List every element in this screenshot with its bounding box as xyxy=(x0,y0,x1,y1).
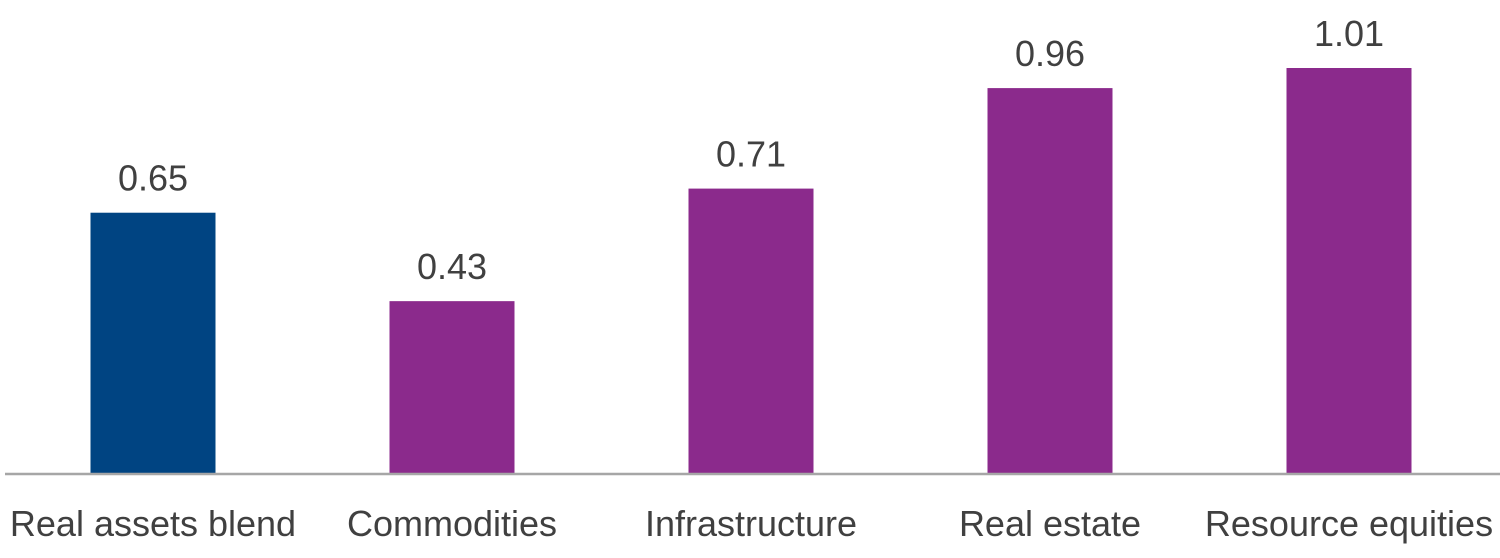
bar-value-label: 0.71 xyxy=(716,134,786,175)
bar xyxy=(1286,68,1412,474)
category-label: Real assets blend xyxy=(10,503,296,544)
category-label: Resource equities xyxy=(1205,503,1493,544)
bar xyxy=(389,301,515,474)
bar-value-label: 0.65 xyxy=(118,158,188,199)
category-label: Real estate xyxy=(959,503,1141,544)
category-labels-group: Real assets blend Commodities Infrastructu… xyxy=(10,503,1493,544)
bar-value-label: 0.96 xyxy=(1015,33,1085,74)
bar-value-label: 0.43 xyxy=(417,246,487,287)
bar xyxy=(987,88,1113,475)
bars-group xyxy=(90,68,1412,475)
category-label: Infrastructure xyxy=(645,503,857,544)
category-label: Commodities xyxy=(347,503,557,544)
bar-value-label: 1.01 xyxy=(1314,13,1384,54)
bar xyxy=(90,212,216,474)
bar xyxy=(688,188,814,474)
value-labels-group: 0.65 0.43 0.71 0.96 1.01 xyxy=(118,13,1384,287)
